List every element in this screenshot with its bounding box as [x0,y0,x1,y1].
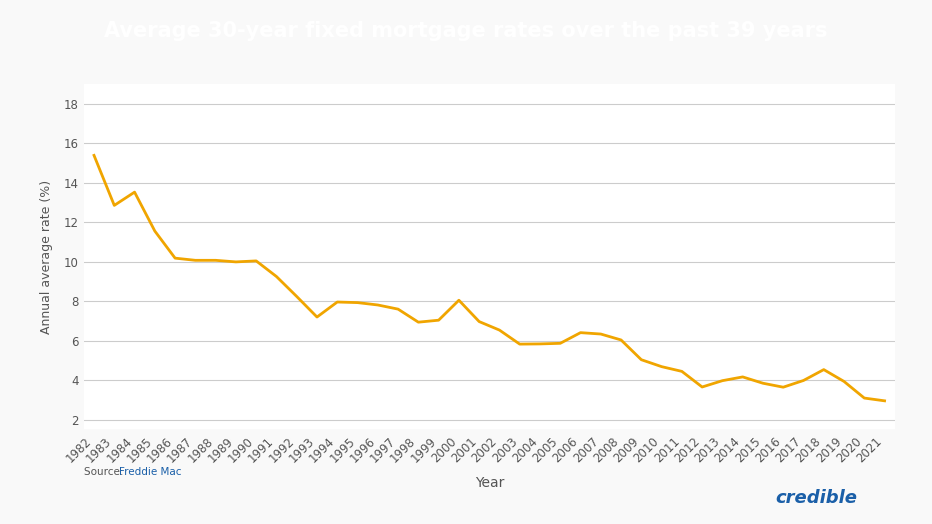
Text: credible: credible [775,489,857,507]
Text: Average 30-year fixed mortgage rates over the past 39 years: Average 30-year fixed mortgage rates ove… [104,21,828,41]
Text: Source:: Source: [84,466,127,477]
Text: Freddie Mac: Freddie Mac [119,466,182,477]
X-axis label: Year: Year [474,476,504,490]
Y-axis label: Annual average rate (%): Annual average rate (%) [40,180,53,334]
